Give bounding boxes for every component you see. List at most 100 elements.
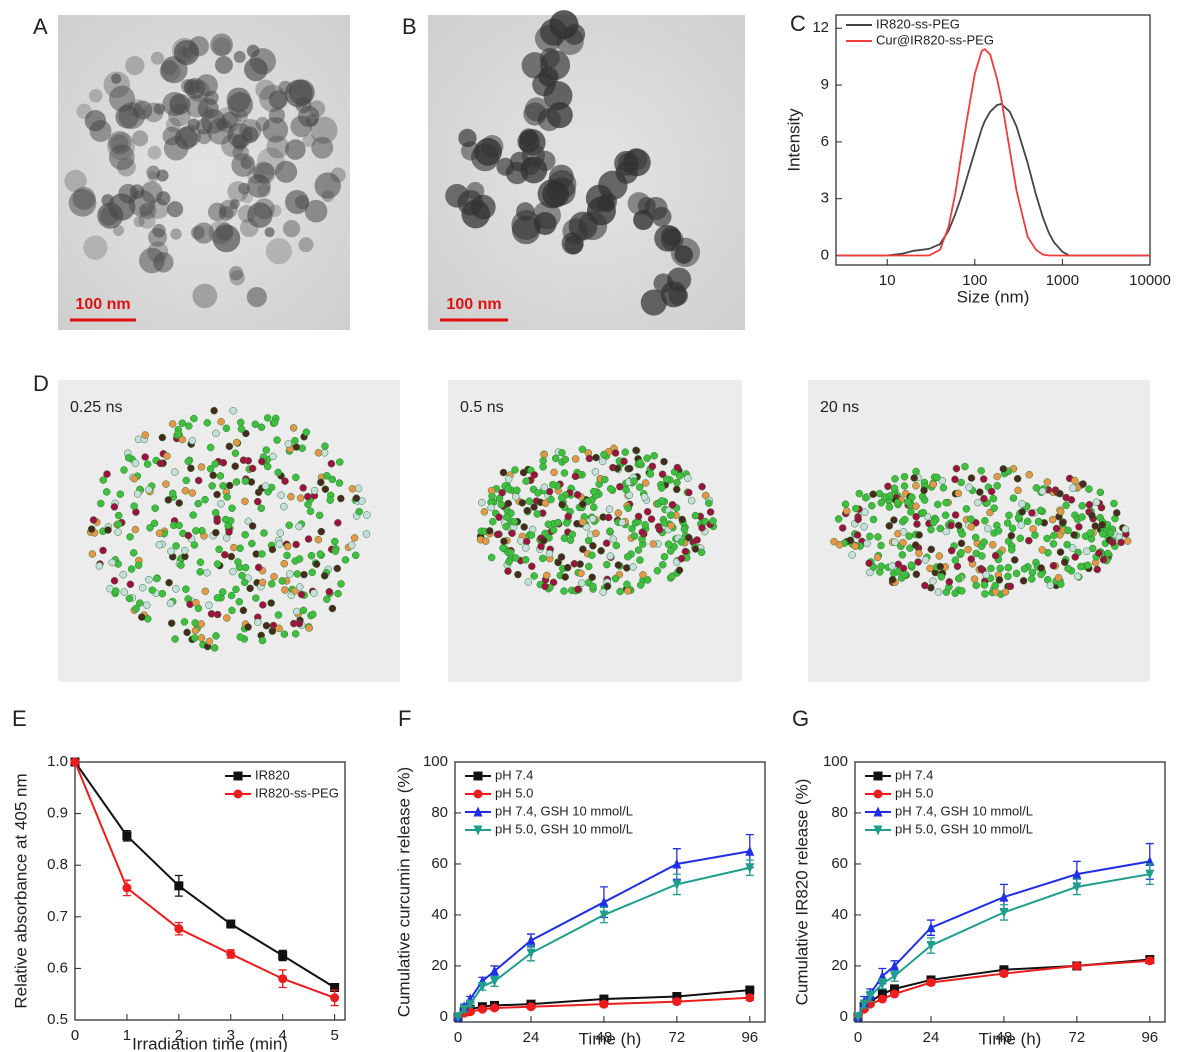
atom — [280, 502, 288, 511]
legend-marker — [873, 806, 883, 817]
atom — [571, 455, 580, 463]
particle — [218, 205, 234, 221]
x-axis-label: Time (h) — [579, 1029, 642, 1048]
atom — [165, 578, 173, 587]
particle — [109, 85, 136, 112]
atom — [331, 537, 339, 546]
atom — [216, 472, 225, 480]
atom — [1004, 572, 1012, 581]
atom — [630, 532, 639, 540]
particle — [311, 136, 334, 159]
atom — [285, 521, 293, 529]
atom — [706, 508, 715, 516]
atom — [212, 429, 220, 438]
atom — [274, 611, 283, 619]
atom — [855, 489, 864, 498]
atom — [527, 531, 536, 539]
atom — [1019, 577, 1028, 585]
atom — [156, 459, 165, 468]
particle — [147, 171, 159, 183]
particle — [246, 286, 267, 308]
x-axis-label: Size (nm) — [957, 287, 1030, 306]
atom — [929, 518, 938, 527]
atom — [209, 471, 217, 480]
panel-letter: D — [33, 371, 49, 396]
molecules — [86, 406, 1132, 652]
particle — [241, 155, 255, 170]
atom — [614, 509, 623, 517]
atom — [323, 472, 331, 480]
particle — [233, 50, 246, 63]
atom — [982, 570, 990, 579]
atom — [227, 591, 236, 600]
atom — [549, 578, 558, 587]
particle — [110, 134, 129, 152]
atom — [643, 507, 652, 516]
atom — [566, 536, 575, 544]
atom — [97, 499, 105, 508]
atom — [906, 544, 914, 552]
atom — [977, 467, 985, 475]
marker — [174, 881, 184, 891]
atom — [262, 446, 270, 454]
atom — [522, 544, 530, 552]
particle — [133, 216, 145, 228]
atom — [503, 513, 511, 521]
particle — [197, 98, 219, 120]
marker — [477, 981, 487, 992]
atom — [89, 516, 98, 524]
atom — [668, 572, 676, 581]
marker — [459, 1004, 469, 1015]
atom — [326, 496, 334, 504]
atom — [246, 584, 254, 593]
atom — [1061, 558, 1069, 567]
atom — [563, 563, 572, 572]
atom — [561, 455, 570, 464]
atom — [1017, 521, 1025, 529]
atom — [194, 476, 203, 485]
atom — [540, 536, 548, 545]
particle — [228, 266, 244, 281]
atom — [201, 587, 210, 595]
particle — [549, 10, 579, 40]
particle — [184, 77, 206, 99]
atom — [991, 581, 1000, 590]
atom — [281, 477, 289, 485]
atom — [192, 527, 200, 535]
atom — [585, 454, 594, 463]
marker — [999, 969, 1009, 979]
atom — [557, 494, 566, 502]
atom — [495, 513, 503, 521]
atom — [124, 454, 133, 462]
atom — [899, 528, 908, 536]
atom — [254, 618, 262, 627]
particle — [247, 202, 273, 228]
atom — [933, 473, 941, 482]
atom — [197, 620, 205, 628]
atom — [643, 576, 652, 584]
atom — [211, 508, 220, 517]
atom — [206, 443, 215, 452]
x-tick-label: 0 — [454, 1029, 462, 1046]
atom — [893, 498, 902, 507]
particle — [116, 157, 136, 177]
atom — [217, 417, 225, 426]
legend-marker — [873, 771, 883, 781]
atom — [316, 550, 325, 558]
panel-letter: E — [12, 706, 27, 731]
atom — [834, 515, 843, 523]
atom — [221, 515, 230, 524]
atom — [1063, 540, 1071, 549]
atom — [206, 465, 215, 473]
atom — [605, 505, 614, 513]
atom — [1057, 580, 1065, 588]
atom — [551, 454, 560, 463]
atom — [239, 456, 248, 464]
particle — [174, 126, 198, 150]
atom — [519, 468, 528, 477]
marker — [526, 934, 536, 945]
atom — [592, 529, 600, 538]
x-tick-label: 72 — [669, 1029, 686, 1046]
atom — [1095, 549, 1103, 557]
atom — [1085, 501, 1094, 509]
